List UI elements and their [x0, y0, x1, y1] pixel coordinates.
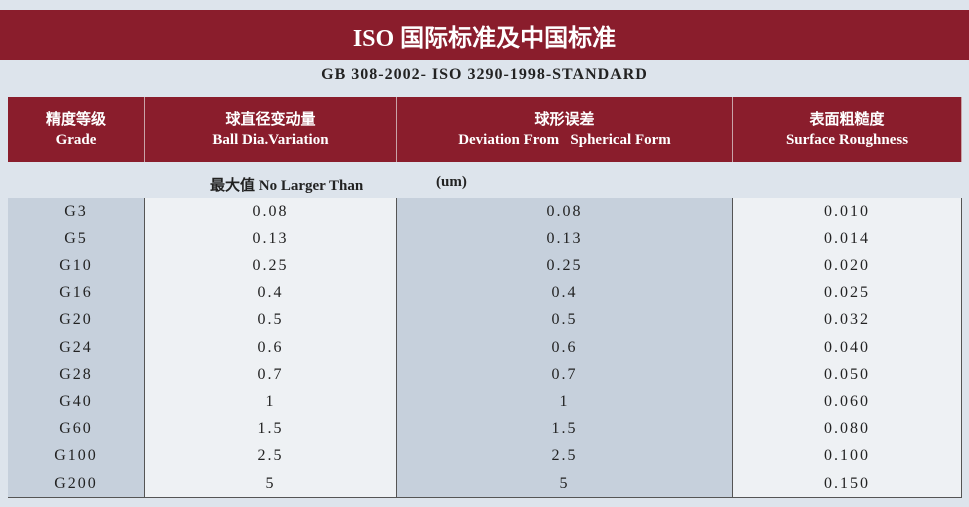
table-cell: G200 [8, 470, 145, 499]
table-cell: 0.13 [397, 225, 733, 254]
table-cell: 0.4 [145, 279, 397, 308]
table-cell: 0.13 [145, 225, 397, 254]
table-cell: 2.5 [145, 442, 397, 471]
table-cell: 0.08 [397, 198, 733, 227]
note-label: 最大值 No Larger Than [210, 178, 364, 194]
header-en: Deviation From Spherical Form [458, 131, 671, 148]
table-cell: G40 [8, 388, 145, 417]
note-unit: (um) [436, 174, 467, 190]
table-cell: 0.080 [733, 415, 962, 444]
table-cell: 0.050 [733, 361, 962, 390]
table-cell: G3 [8, 198, 145, 227]
header-zh: 表面粗糙度 [809, 111, 885, 128]
table-cell: 0.010 [733, 198, 962, 227]
table-cell: G16 [8, 279, 145, 308]
header-zh: 球形误差 [534, 111, 595, 128]
table-cell: G10 [8, 252, 145, 281]
table-cell: 0.014 [733, 225, 962, 254]
header-cell: 精度等级 Grade [8, 97, 145, 162]
table-cell: 0.25 [397, 252, 733, 281]
table-cell: 1 [397, 388, 733, 417]
table-cell: 0.7 [397, 361, 733, 390]
table-cell: G100 [8, 442, 145, 471]
table-cell: 1.5 [397, 415, 733, 444]
header-en: Ball Dia.Variation [212, 131, 329, 148]
table-cell: 0.5 [145, 306, 397, 335]
table-cell: 0.6 [145, 334, 397, 363]
table-cell: 0.5 [397, 306, 733, 335]
table-cell: 0.6 [397, 334, 733, 363]
table-cell: 1.5 [145, 415, 397, 444]
title: ISO 国际标准及中国标准 [352, 25, 617, 52]
table-cell: 1 [145, 388, 397, 417]
table-cell: 0.25 [145, 252, 397, 281]
header-zh: 球直径变动量 [225, 111, 316, 128]
table-cell: G60 [8, 415, 145, 444]
table-cell: G24 [8, 334, 145, 363]
table-cell: G20 [8, 306, 145, 335]
header-cell: 表面粗糙度 Surface Roughness [733, 97, 962, 162]
table-cell: 0.7 [145, 361, 397, 390]
header-cell: 球形误差 Deviation From Spherical Form [397, 97, 733, 162]
table-cell: 0.100 [733, 442, 962, 471]
header-en: Surface Roughness [785, 131, 909, 148]
table-cell: 0.4 [397, 279, 733, 308]
table-cell: 2.5 [397, 442, 733, 471]
table-cell: G5 [8, 225, 145, 254]
table-cell: 0.040 [733, 334, 962, 363]
table-cell: 0.020 [733, 252, 962, 281]
table-cell: 0.150 [733, 470, 962, 499]
header-cell: 球直径变动量 Ball Dia.Variation [145, 97, 397, 162]
subtitle: GB 308-2002- ISO 3290-1998-STANDARD [321, 66, 648, 83]
header-zh: 精度等级 [45, 111, 106, 128]
table-cell: 0.08 [145, 198, 397, 227]
table-cell: 5 [397, 470, 733, 499]
header-en: Grade [55, 131, 97, 148]
table-cell: G28 [8, 361, 145, 390]
table-cell: 0.060 [733, 388, 962, 417]
title-bar: ISO 国际标准及中国标准 [0, 10, 969, 60]
table-cell: 0.025 [733, 279, 962, 308]
table-cell: 5 [145, 470, 397, 499]
table-cell: 0.032 [733, 306, 962, 335]
